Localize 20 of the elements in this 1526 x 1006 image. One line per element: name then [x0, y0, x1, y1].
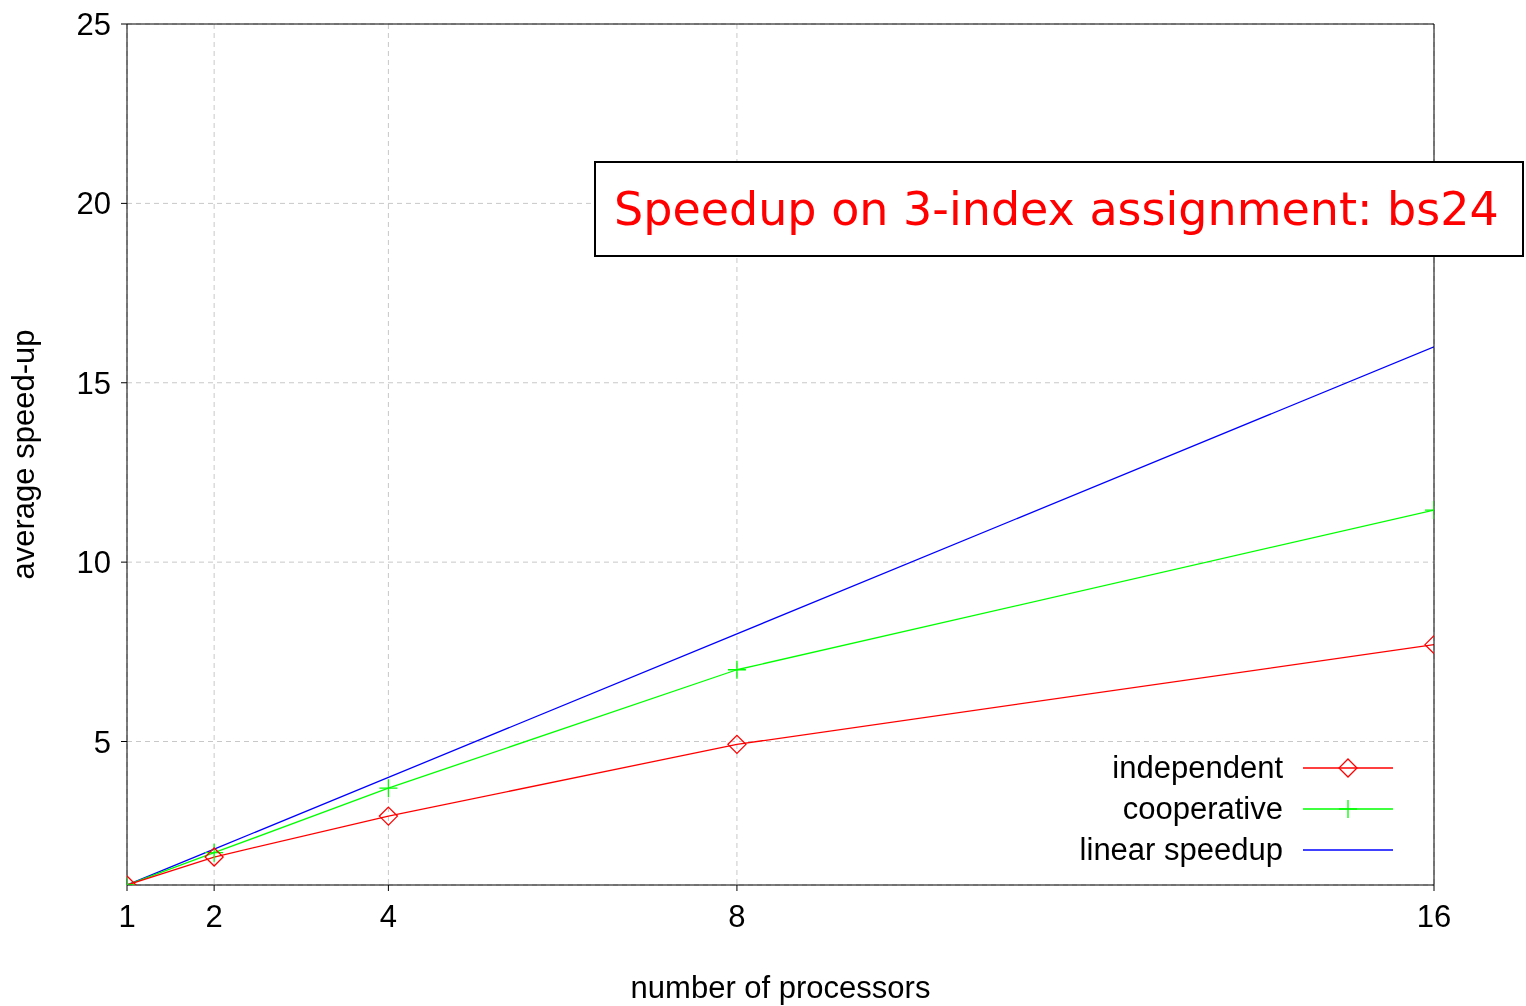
y-tick-label: 25: [76, 7, 111, 43]
x-tick-label: 2: [205, 899, 223, 935]
text: Speedup on 3-index assignment: bs24: [594, 161, 1524, 257]
legend-label: cooperative: [1122, 790, 1283, 827]
legend-label: linear speedup: [1079, 831, 1283, 868]
x-tick-label: 1: [118, 899, 136, 935]
point: [727, 660, 747, 680]
y-tick-label: 5: [93, 724, 111, 760]
point: [727, 734, 747, 755]
x-tick-label: 4: [379, 899, 398, 935]
y-tick-label: 10: [76, 545, 111, 581]
x-axis-title: number of processors: [630, 970, 931, 1005]
x-tick-label: 8: [728, 899, 746, 935]
x-tick-label: 16: [1416, 899, 1452, 935]
point: [378, 778, 399, 798]
y-tick-label: 15: [76, 365, 111, 401]
point: [378, 806, 399, 826]
y-tick-label: 20: [76, 186, 111, 222]
legend-label: independent: [1112, 749, 1283, 786]
y-axis-title: average speed-up: [6, 329, 42, 580]
